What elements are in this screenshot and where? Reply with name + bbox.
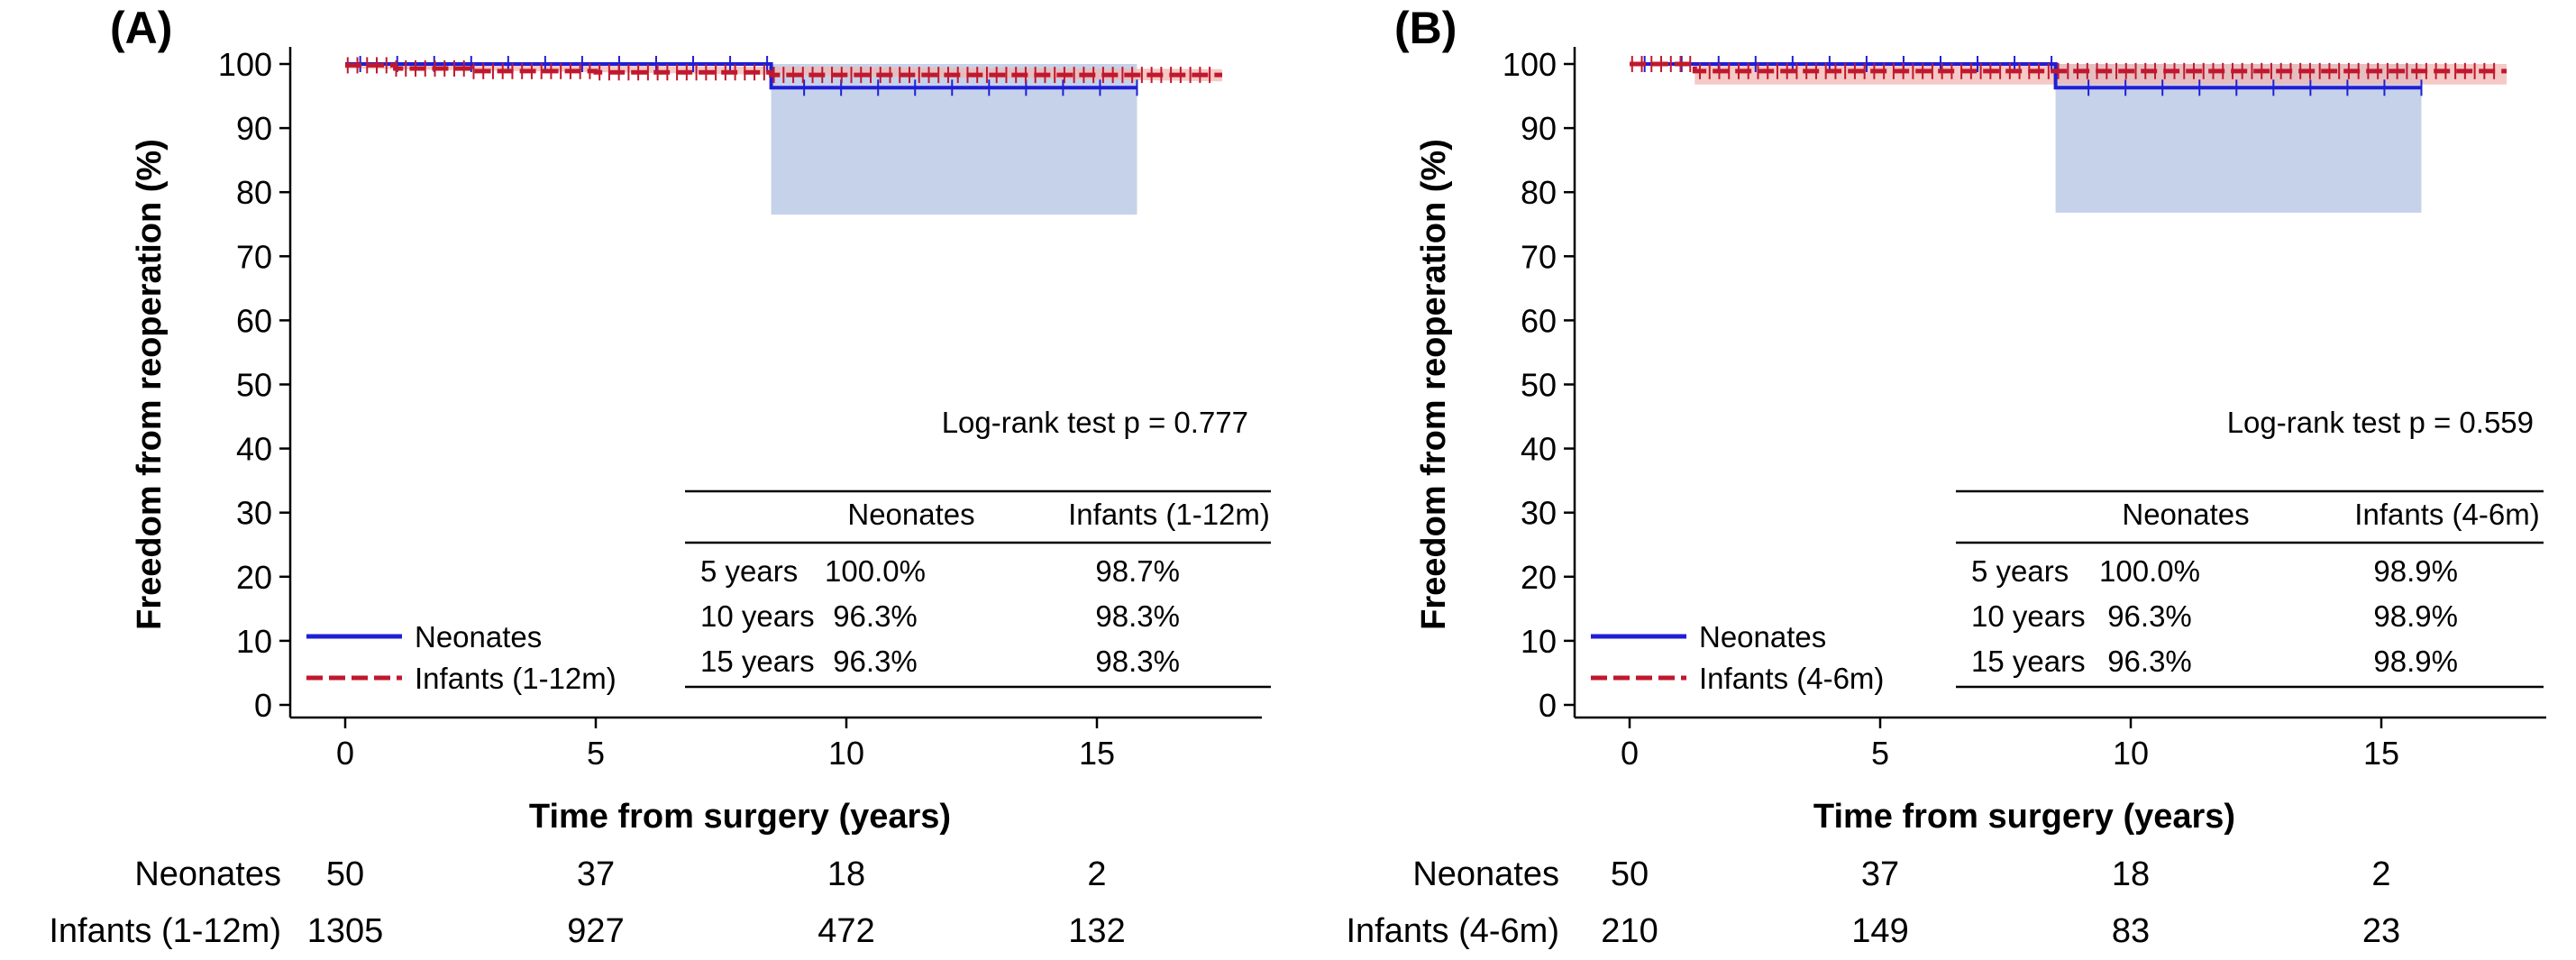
neonates-series-line <box>1630 62 2422 90</box>
x-tick-label: 0 <box>1621 735 1639 772</box>
y-tick-label: 10 <box>236 623 272 660</box>
y-tick-label: 100 <box>218 46 272 83</box>
table-row-label: 5 years <box>700 554 798 588</box>
y-axis-title: Freedom from reoperation (%) <box>1415 139 1453 630</box>
table-cell-neonates: 96.3% <box>833 645 918 678</box>
x-tick-label: 10 <box>828 735 864 772</box>
table-cell-infants: 98.9% <box>2373 645 2458 678</box>
y-tick-label: 90 <box>1521 110 1557 147</box>
y-tick-label: 40 <box>1521 431 1557 468</box>
y-tick-label: 60 <box>236 302 272 339</box>
table-cell-neonates: 96.3% <box>2107 599 2192 633</box>
x-tick-label: 0 <box>336 735 354 772</box>
risk-cell: 37 <box>577 855 615 893</box>
table-row-label: 15 years <box>1971 645 2086 678</box>
table-cell-neonates: 100.0% <box>825 554 926 588</box>
y-tick-label: 60 <box>1521 302 1557 339</box>
legend-label-infants: Infants (4-6m) <box>1699 662 1884 695</box>
risk-cell: 37 <box>1861 855 1899 893</box>
risk-cell: 23 <box>2362 912 2400 950</box>
y-tick-label: 100 <box>1503 46 1557 83</box>
risk-cell: 2 <box>1087 855 1106 893</box>
y-tick-label: 0 <box>254 687 272 724</box>
risk-cell: 210 <box>1601 912 1658 950</box>
risk-cell: 2 <box>2371 855 2390 893</box>
infants-series-line <box>1630 61 2507 74</box>
table-cell-neonates: 100.0% <box>2099 554 2200 588</box>
table-header-neonates: Neonates <box>2122 498 2249 531</box>
legend-label-neonates: Neonates <box>415 620 542 654</box>
table-row-label: 5 years <box>1971 554 2069 588</box>
table-cell-infants: 98.9% <box>2373 599 2458 633</box>
risk-cell: 18 <box>827 855 865 893</box>
legend-label-neonates: Neonates <box>1699 620 1826 654</box>
table-cell-infants: 98.7% <box>1095 554 1180 588</box>
y-tick-label: 80 <box>236 174 272 211</box>
risk-row-label: Infants (4-6m) <box>1346 912 1559 950</box>
risk-cell: 50 <box>1611 855 1649 893</box>
table-row-label: 15 years <box>700 645 815 678</box>
panel-label: (A) <box>110 3 172 53</box>
table-cell-infants: 98.3% <box>1095 599 1180 633</box>
table-cell-neonates: 96.3% <box>2107 645 2192 678</box>
y-tick-label: 20 <box>1521 559 1557 596</box>
logrank-note: Log-rank test p = 0.777 <box>942 406 1248 439</box>
y-tick-label: 30 <box>236 495 272 532</box>
y-tick-label: 70 <box>1521 238 1557 275</box>
x-tick-label: 10 <box>2113 735 2149 772</box>
risk-cell: 50 <box>326 855 364 893</box>
y-tick-label: 40 <box>236 431 272 468</box>
table-cell-neonates: 96.3% <box>833 599 918 633</box>
y-tick-label: 30 <box>1521 495 1557 532</box>
table-row-label: 10 years <box>1971 599 2086 633</box>
risk-cell: 472 <box>818 912 874 950</box>
y-tick-label: 10 <box>1521 623 1557 660</box>
table-header-infants: Infants (1-12m) <box>1068 498 1270 531</box>
x-tick-label: 5 <box>587 735 605 772</box>
risk-cell: 83 <box>2112 912 2150 950</box>
table-cell-infants: 98.9% <box>2373 554 2458 588</box>
panel-b: (B) 0 10 20 30 40 50 60 70 80 90 100 0 5 10 15 Time from… <box>1346 3 2546 950</box>
y-axis-title: Freedom from reoperation (%) <box>131 139 169 630</box>
risk-row-label: Neonates <box>1412 855 1559 893</box>
y-tick-label: 80 <box>1521 174 1557 211</box>
panel-label: (B) <box>1394 3 1457 53</box>
y-tick-label: 50 <box>236 367 272 404</box>
risk-row-label: Infants (1-12m) <box>49 912 281 950</box>
y-tick-label: 0 <box>1539 687 1557 724</box>
risk-cell: 1305 <box>307 912 384 950</box>
x-tick-label: 15 <box>2363 735 2399 772</box>
risk-cell: 927 <box>567 912 624 950</box>
table-header-neonates: Neonates <box>847 498 974 531</box>
panel-a: (A) 0 10 20 30 40 50 60 70 80 90 100 0 5 10 15 Time from… <box>49 3 1271 950</box>
x-tick-label: 5 <box>1871 735 1889 772</box>
risk-cell: 18 <box>2112 855 2150 893</box>
table-row-label: 10 years <box>700 599 815 633</box>
x-tick-label: 15 <box>1079 735 1115 772</box>
risk-row-label: Neonates <box>134 855 281 893</box>
risk-cell: 132 <box>1068 912 1125 950</box>
y-tick-label: 20 <box>236 559 272 596</box>
x-axis-title: Time from surgery (years) <box>1813 798 2235 836</box>
y-tick-label: 70 <box>236 238 272 275</box>
table-cell-infants: 98.3% <box>1095 645 1180 678</box>
logrank-note: Log-rank test p = 0.559 <box>2227 406 2534 439</box>
risk-cell: 149 <box>1851 912 1908 950</box>
x-axis-title: Time from surgery (years) <box>529 798 951 836</box>
y-tick-label: 50 <box>1521 367 1557 404</box>
legend-label-infants: Infants (1-12m) <box>415 662 617 695</box>
table-header-infants: Infants (4-6m) <box>2354 498 2539 531</box>
y-tick-label: 90 <box>236 110 272 147</box>
